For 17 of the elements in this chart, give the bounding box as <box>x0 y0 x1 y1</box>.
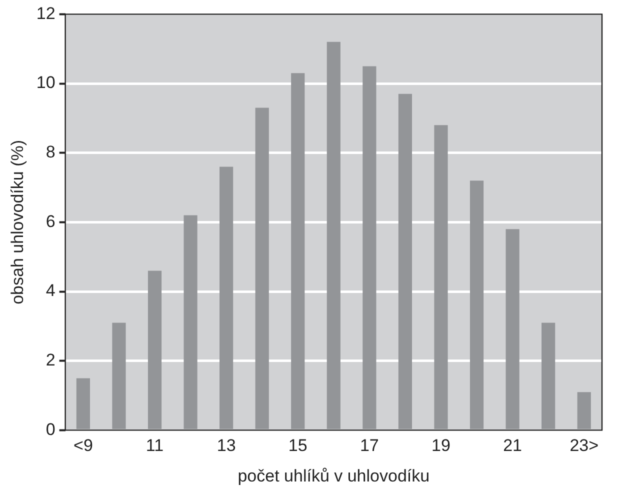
y-tick-label: 4 <box>46 281 56 300</box>
x-tick-label: 15 <box>288 436 308 456</box>
x-axis-title: počet uhlíků v uhlovodíku <box>238 466 430 486</box>
x-tick-label: 11 <box>146 436 164 456</box>
x-tick-label: 13 <box>216 436 236 456</box>
y-axis-title: obsah uhlovodíku (%) <box>8 140 27 304</box>
y-tick-label: 6 <box>46 212 56 231</box>
y-tick-label: 8 <box>46 142 56 162</box>
x-tick-label: 23> <box>570 436 599 456</box>
y-tick-label: 2 <box>46 350 56 370</box>
y-tick-label: 0 <box>46 420 56 439</box>
x-tick-label: <9 <box>74 436 93 456</box>
y-tick-label: 12 <box>36 4 56 23</box>
x-tick-label: 17 <box>360 436 379 456</box>
x-tick-label: 19 <box>432 436 450 456</box>
x-tick-label: 21 <box>503 436 522 456</box>
y-tick-label: 10 <box>36 73 56 92</box>
